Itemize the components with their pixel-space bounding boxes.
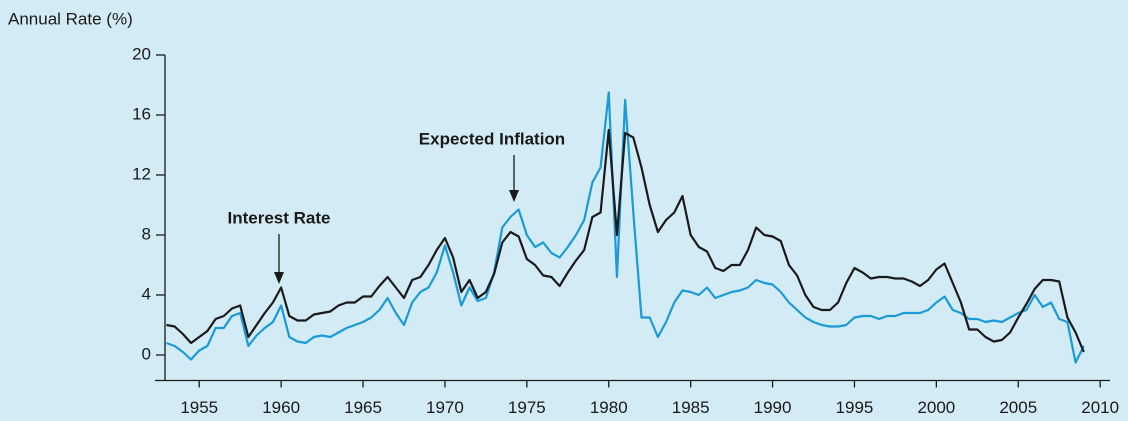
x-tick-label: 1995 <box>836 398 874 417</box>
arrowhead <box>509 190 519 202</box>
annotation: Interest Rate <box>228 208 331 227</box>
y-axis-label: Annual Rate (%) <box>8 9 133 28</box>
y-tick-label: 4 <box>142 284 151 303</box>
x-tick-label: 1960 <box>262 398 300 417</box>
annotation: Expected Inflation <box>419 129 565 148</box>
arrowhead <box>274 272 284 284</box>
x-tick-label: 1975 <box>508 398 546 417</box>
x-tick-label: 2000 <box>917 398 955 417</box>
x-tick-label: 1985 <box>672 398 710 417</box>
x-tick-label: 2010 <box>1081 398 1119 417</box>
y-tick-label: 8 <box>142 224 151 243</box>
x-tick-label: 1965 <box>344 398 382 417</box>
x-tick-label: 1990 <box>754 398 792 417</box>
series-line <box>166 128 1085 353</box>
y-tick-label: 12 <box>132 164 151 183</box>
x-tick-label: 2005 <box>999 398 1037 417</box>
series-line <box>166 91 1085 364</box>
y-tick-label: 0 <box>142 344 151 363</box>
x-tick-label: 1955 <box>180 398 218 417</box>
y-tick-label: 16 <box>132 104 151 123</box>
y-tick-label: 20 <box>132 44 151 63</box>
x-tick-label: 1980 <box>590 398 628 417</box>
x-tick-label: 1970 <box>426 398 464 417</box>
